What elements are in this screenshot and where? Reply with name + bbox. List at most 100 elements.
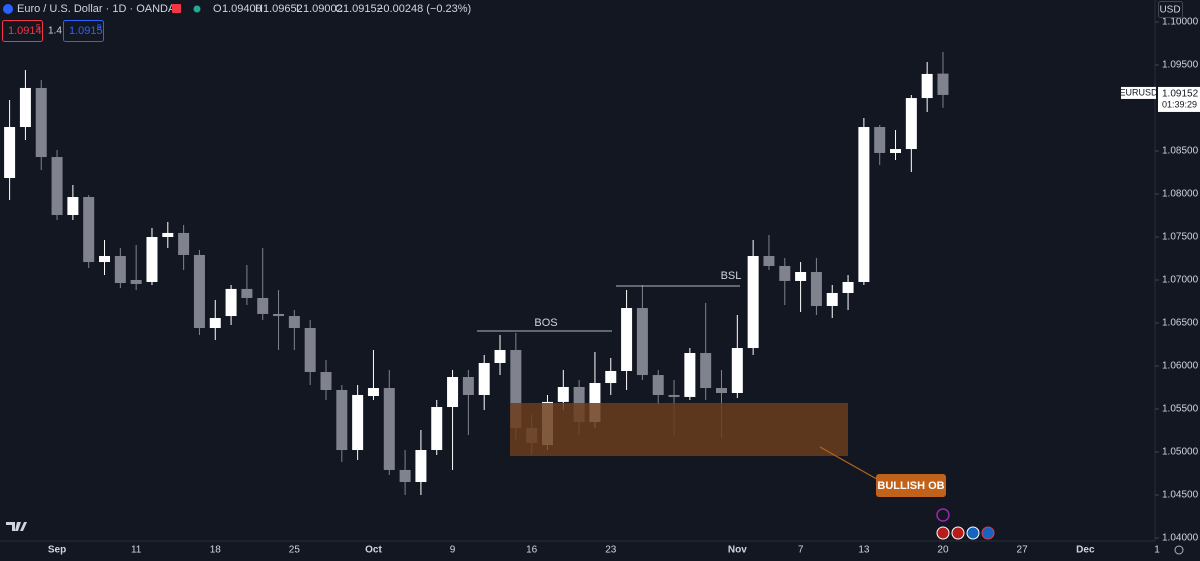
open-value: 1.09400 [222,3,262,15]
high-key: H [255,3,263,15]
callout-label: BULLISH OB [877,480,944,492]
candle-body [99,256,111,263]
high-value: 1.09652 [263,3,303,15]
y-tick-label: 1.04500 [1162,490,1199,501]
candle-body [257,297,269,314]
y-tick-label: 1.08000 [1162,189,1199,200]
buy-button[interactable] [63,20,104,42]
event-icon[interactable] [951,526,965,540]
x-tick-label: Dec [1076,545,1095,556]
close-key: C [335,3,343,15]
candle-body [478,362,490,395]
symbol-title: Euro / U.S. Dollar · 1D · OANDA [17,3,176,15]
event-icon[interactable] [981,526,995,540]
plot-area [4,51,949,495]
x-tick-label: 16 [526,545,538,556]
market-status [193,5,201,13]
time-axis: Sep 11 18 25 Oct 9 16 23 Nov 7 13 20 27 Dec [48,545,1095,556]
buy-price[interactable]: 1.0915 [69,25,103,37]
candle-body [605,370,617,384]
symbol-icon [3,4,13,14]
y-tick-label: 1.10000 [1162,17,1199,28]
candle-body [636,308,648,376]
candle-body [415,450,427,483]
scale-button[interactable]: 1 [1154,545,1160,556]
event-icon[interactable] [966,526,980,540]
candle-body [162,232,174,238]
spread: 1.4 [48,26,62,37]
y-tick-label: 1.07000 [1162,275,1199,286]
bsl-label: BSL [721,270,742,282]
y-tick-label: 1.07500 [1162,232,1199,243]
x-tick-label: 25 [289,545,301,556]
currency-button[interactable] [1158,1,1183,18]
candle-body [510,350,522,429]
y-tick-label: 1.05500 [1162,404,1199,415]
candle-body [890,149,902,153]
last-price-box [1158,86,1200,112]
candle-body [19,87,31,128]
candle-body [178,232,190,255]
open-key: O [213,3,222,15]
candle-body [716,388,727,394]
x-tick-label: 9 [450,545,456,556]
x-tick-label: 13 [858,545,870,556]
settings-icon[interactable] [1174,545,1184,555]
candle-body [668,394,680,397]
sell-button[interactable] [2,20,43,42]
currency[interactable]: USD [1159,5,1180,16]
y-tick-label: 1.05000 [1162,447,1199,458]
change-value: −0.00248 (−0.23%) [377,3,471,15]
candle-body [858,127,870,282]
candle-body [67,197,79,215]
x-tick-label: 23 [605,545,617,556]
candle-body [352,394,364,451]
candle-body [874,127,886,153]
candle-body [700,353,712,389]
symbol-tag [1121,86,1156,99]
candle-body [494,350,506,363]
logo [6,522,27,531]
candle-body [795,272,807,281]
candle-body [130,280,142,284]
y-tick-label: 1.04000 [1162,533,1199,544]
sell-price[interactable]: 1.0914 [8,25,42,37]
x-tick-label: 27 [1017,545,1029,556]
candle-body [810,272,822,306]
event-icon[interactable] [936,508,950,522]
callout-pointer [819,446,883,483]
buy-price-sup[interactable]: 9 [97,23,102,32]
candle-body [304,327,316,373]
candle-body [4,127,16,179]
candle-body [937,73,949,95]
close-value: 1.09152 [343,3,383,15]
y-tick-label: 1.09500 [1162,60,1199,71]
low-value: 1.09002 [303,3,343,15]
price-axis: 1.04000 1.04500 1.05000 1.05500 1.06000 1.065… [1119,17,1200,544]
sell-price-sup[interactable]: 5 [36,23,41,32]
candle-body [842,281,854,293]
candle-body [320,372,332,390]
candle-body [826,292,838,306]
x-tick-label: 11 [131,545,142,556]
y-tick-label: 1.06000 [1162,361,1199,372]
candle-body [462,377,474,395]
candle-body [557,386,569,402]
candle-body [431,407,443,451]
event-icon[interactable] [936,526,950,540]
y-tick-label: 1.06500 [1162,318,1199,329]
candle-body [399,469,411,483]
candle-body [447,377,459,408]
last-price-label: 1.09152 [1162,89,1199,100]
y-tick-label: 1.08500 [1162,146,1199,157]
flag-icon [172,4,181,13]
candle-body [35,87,47,158]
candle-body [209,318,221,328]
candle-body [51,157,63,215]
x-tick-label: Oct [365,545,382,556]
candle-body [146,237,158,282]
candle-body [83,197,95,263]
